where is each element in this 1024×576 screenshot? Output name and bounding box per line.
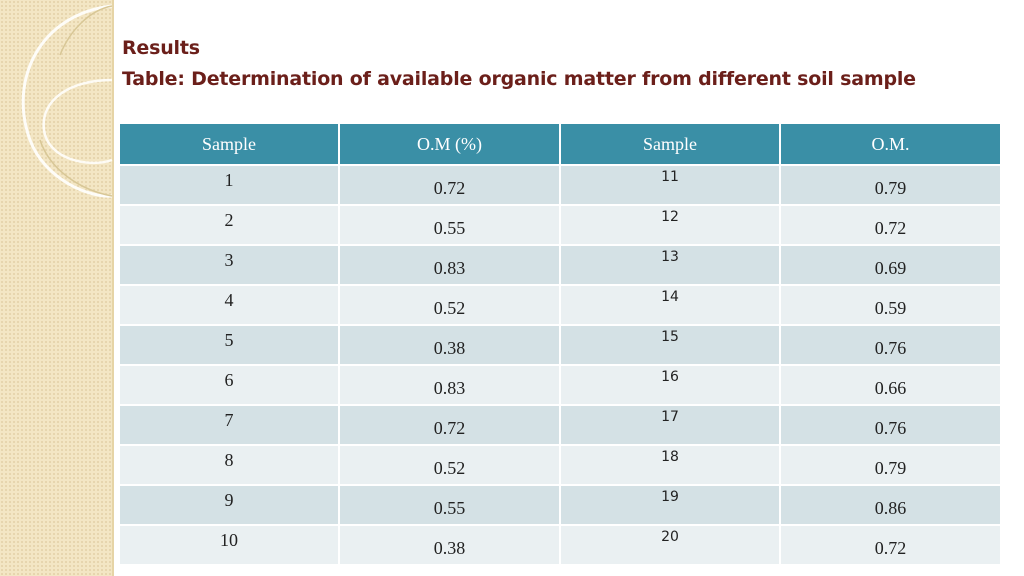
table-row: 4 0.52 14 0.59 [118,284,1002,326]
cell-sample: 11 [559,164,781,206]
cell-om: 0.72 [338,404,561,446]
cell-om: 0.59 [779,284,1002,326]
cell-om: 0.72 [338,164,561,206]
cell-om: 0.55 [338,204,561,246]
cell-om: 0.76 [779,324,1002,366]
table-row: 7 0.72 17 0.76 [118,404,1002,446]
header-om: O.M. [779,122,1002,166]
cell-sample: 1 [118,164,340,206]
cell-sample: 5 [118,324,340,366]
cell-om: 0.86 [779,484,1002,526]
cell-sample: 12 [559,204,781,246]
cell-sample: 4 [118,284,340,326]
title-results: Results [122,37,200,59]
cell-sample: 17 [559,404,781,446]
cell-om: 0.69 [779,244,1002,286]
header-sample-2: Sample [559,122,781,166]
cell-om: 0.66 [779,364,1002,406]
cell-om: 0.52 [338,444,561,486]
cell-sample: 19 [559,484,781,526]
cell-sample: 6 [118,364,340,406]
cell-om: 0.55 [338,484,561,526]
title-table-caption: Table: Determination of available organi… [122,68,916,90]
decorative-side-band [0,0,114,576]
cell-om: 0.79 [779,444,1002,486]
cell-om: 0.83 [338,364,561,406]
cell-om: 0.79 [779,164,1002,206]
header-sample-1: Sample [118,122,340,166]
cell-sample: 16 [559,364,781,406]
cell-sample: 13 [559,244,781,286]
table-row: 10 0.38 20 0.72 [118,524,1002,566]
cell-om: 0.72 [779,204,1002,246]
cell-sample: 18 [559,444,781,486]
cell-sample: 8 [118,444,340,486]
cell-om: 0.76 [779,404,1002,446]
cell-om: 0.72 [779,524,1002,566]
cell-sample: 3 [118,244,340,286]
slide-title: Results Table: Determination of availabl… [122,33,1012,95]
table-row: 3 0.83 13 0.69 [118,244,1002,286]
cell-om: 0.38 [338,324,561,366]
cell-sample: 9 [118,484,340,526]
cell-sample: 7 [118,404,340,446]
header-om-percent: O.M (%) [338,122,561,166]
cell-sample: 10 [118,524,340,566]
cell-sample: 15 [559,324,781,366]
table-row: 1 0.72 11 0.79 [118,164,1002,206]
cell-om: 0.52 [338,284,561,326]
table-row: 9 0.55 19 0.86 [118,484,1002,526]
table-row: 6 0.83 16 0.66 [118,364,1002,406]
table-row: 8 0.52 18 0.79 [118,444,1002,486]
organic-matter-table: Sample O.M (%) Sample O.M. 1 0.72 11 0.7… [118,122,1002,566]
cell-om: 0.38 [338,524,561,566]
table-row: 2 0.55 12 0.72 [118,204,1002,246]
table-header-row: Sample O.M (%) Sample O.M. [118,122,1002,166]
cell-sample: 20 [559,524,781,566]
cell-sample: 14 [559,284,781,326]
table-row: 5 0.38 15 0.76 [118,324,1002,366]
cell-sample: 2 [118,204,340,246]
cell-om: 0.83 [338,244,561,286]
